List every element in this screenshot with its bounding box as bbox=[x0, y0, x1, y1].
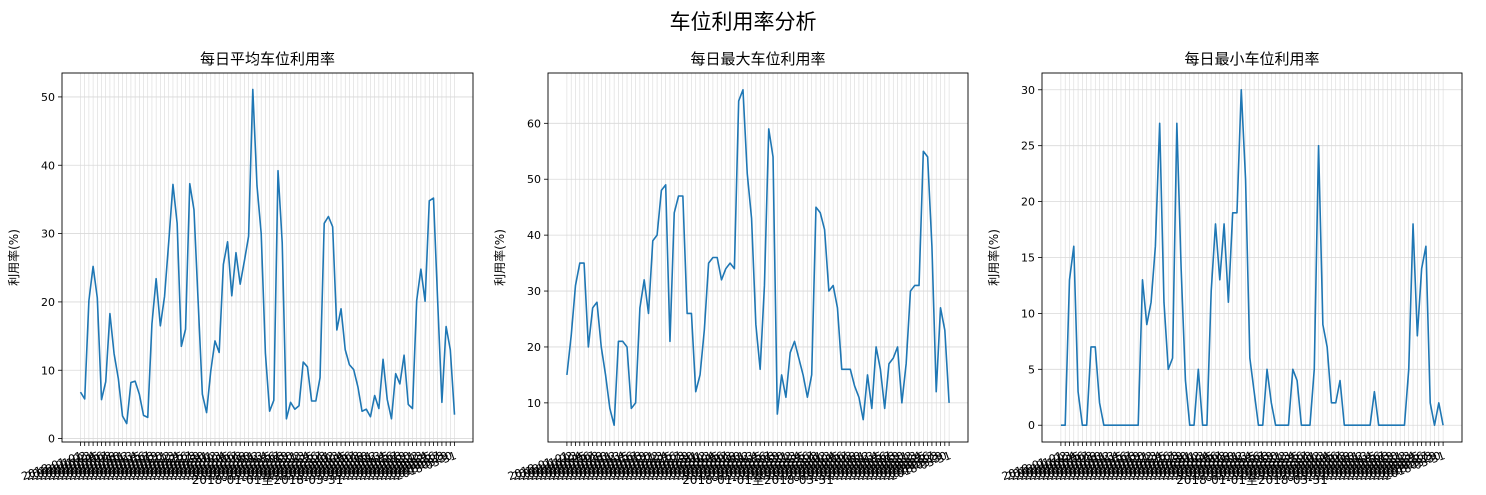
y-tick-label: 30 bbox=[527, 285, 541, 298]
y-tick-label: 40 bbox=[41, 159, 55, 172]
y-tick-label: 50 bbox=[41, 91, 55, 104]
y-tick-label: 0 bbox=[1028, 419, 1035, 432]
figure-title: 车位利用率分析 bbox=[669, 10, 817, 34]
y-tick-label: 30 bbox=[1021, 84, 1035, 97]
axes-frame bbox=[61, 72, 474, 443]
panel-title: 每日最小车位利用率 bbox=[1184, 50, 1319, 68]
y-axis-label: 利用率(%) bbox=[6, 229, 21, 286]
x-axis-label: 2018-01-01至2018-03-31 bbox=[192, 473, 343, 487]
y-tick-label: 40 bbox=[527, 229, 541, 242]
series-line bbox=[1060, 88, 1444, 427]
panel-title: 每日最大车位利用率 bbox=[690, 50, 825, 68]
y-tick-label: 25 bbox=[1021, 140, 1035, 153]
y-tick-label: 60 bbox=[527, 117, 541, 130]
y-tick-label: 20 bbox=[1021, 196, 1035, 209]
y-tick-label: 5 bbox=[1028, 363, 1035, 376]
axes-frame bbox=[1041, 72, 1463, 443]
y-tick-label: 20 bbox=[527, 341, 541, 354]
x-axis-label: 2018-01-01至2018-03-31 bbox=[682, 473, 833, 487]
series-line bbox=[79, 88, 456, 425]
x-axis-label: 2018-01-01至2018-03-31 bbox=[1176, 473, 1327, 487]
y-tick-label: 10 bbox=[41, 364, 55, 377]
y-axis-label: 利用率(%) bbox=[986, 229, 1001, 286]
series-line bbox=[566, 88, 950, 427]
panel-title: 每日平均车位利用率 bbox=[200, 50, 335, 68]
y-tick-label: 10 bbox=[1021, 307, 1035, 320]
y-tick-label: 10 bbox=[527, 397, 541, 410]
axes-frame bbox=[547, 72, 969, 443]
y-tick-label: 0 bbox=[48, 433, 55, 446]
y-tick-label: 30 bbox=[41, 228, 55, 241]
y-tick-label: 20 bbox=[41, 296, 55, 309]
y-tick-label: 50 bbox=[527, 173, 541, 186]
y-axis-label: 利用率(%) bbox=[492, 229, 507, 286]
y-tick-label: 15 bbox=[1021, 252, 1035, 265]
